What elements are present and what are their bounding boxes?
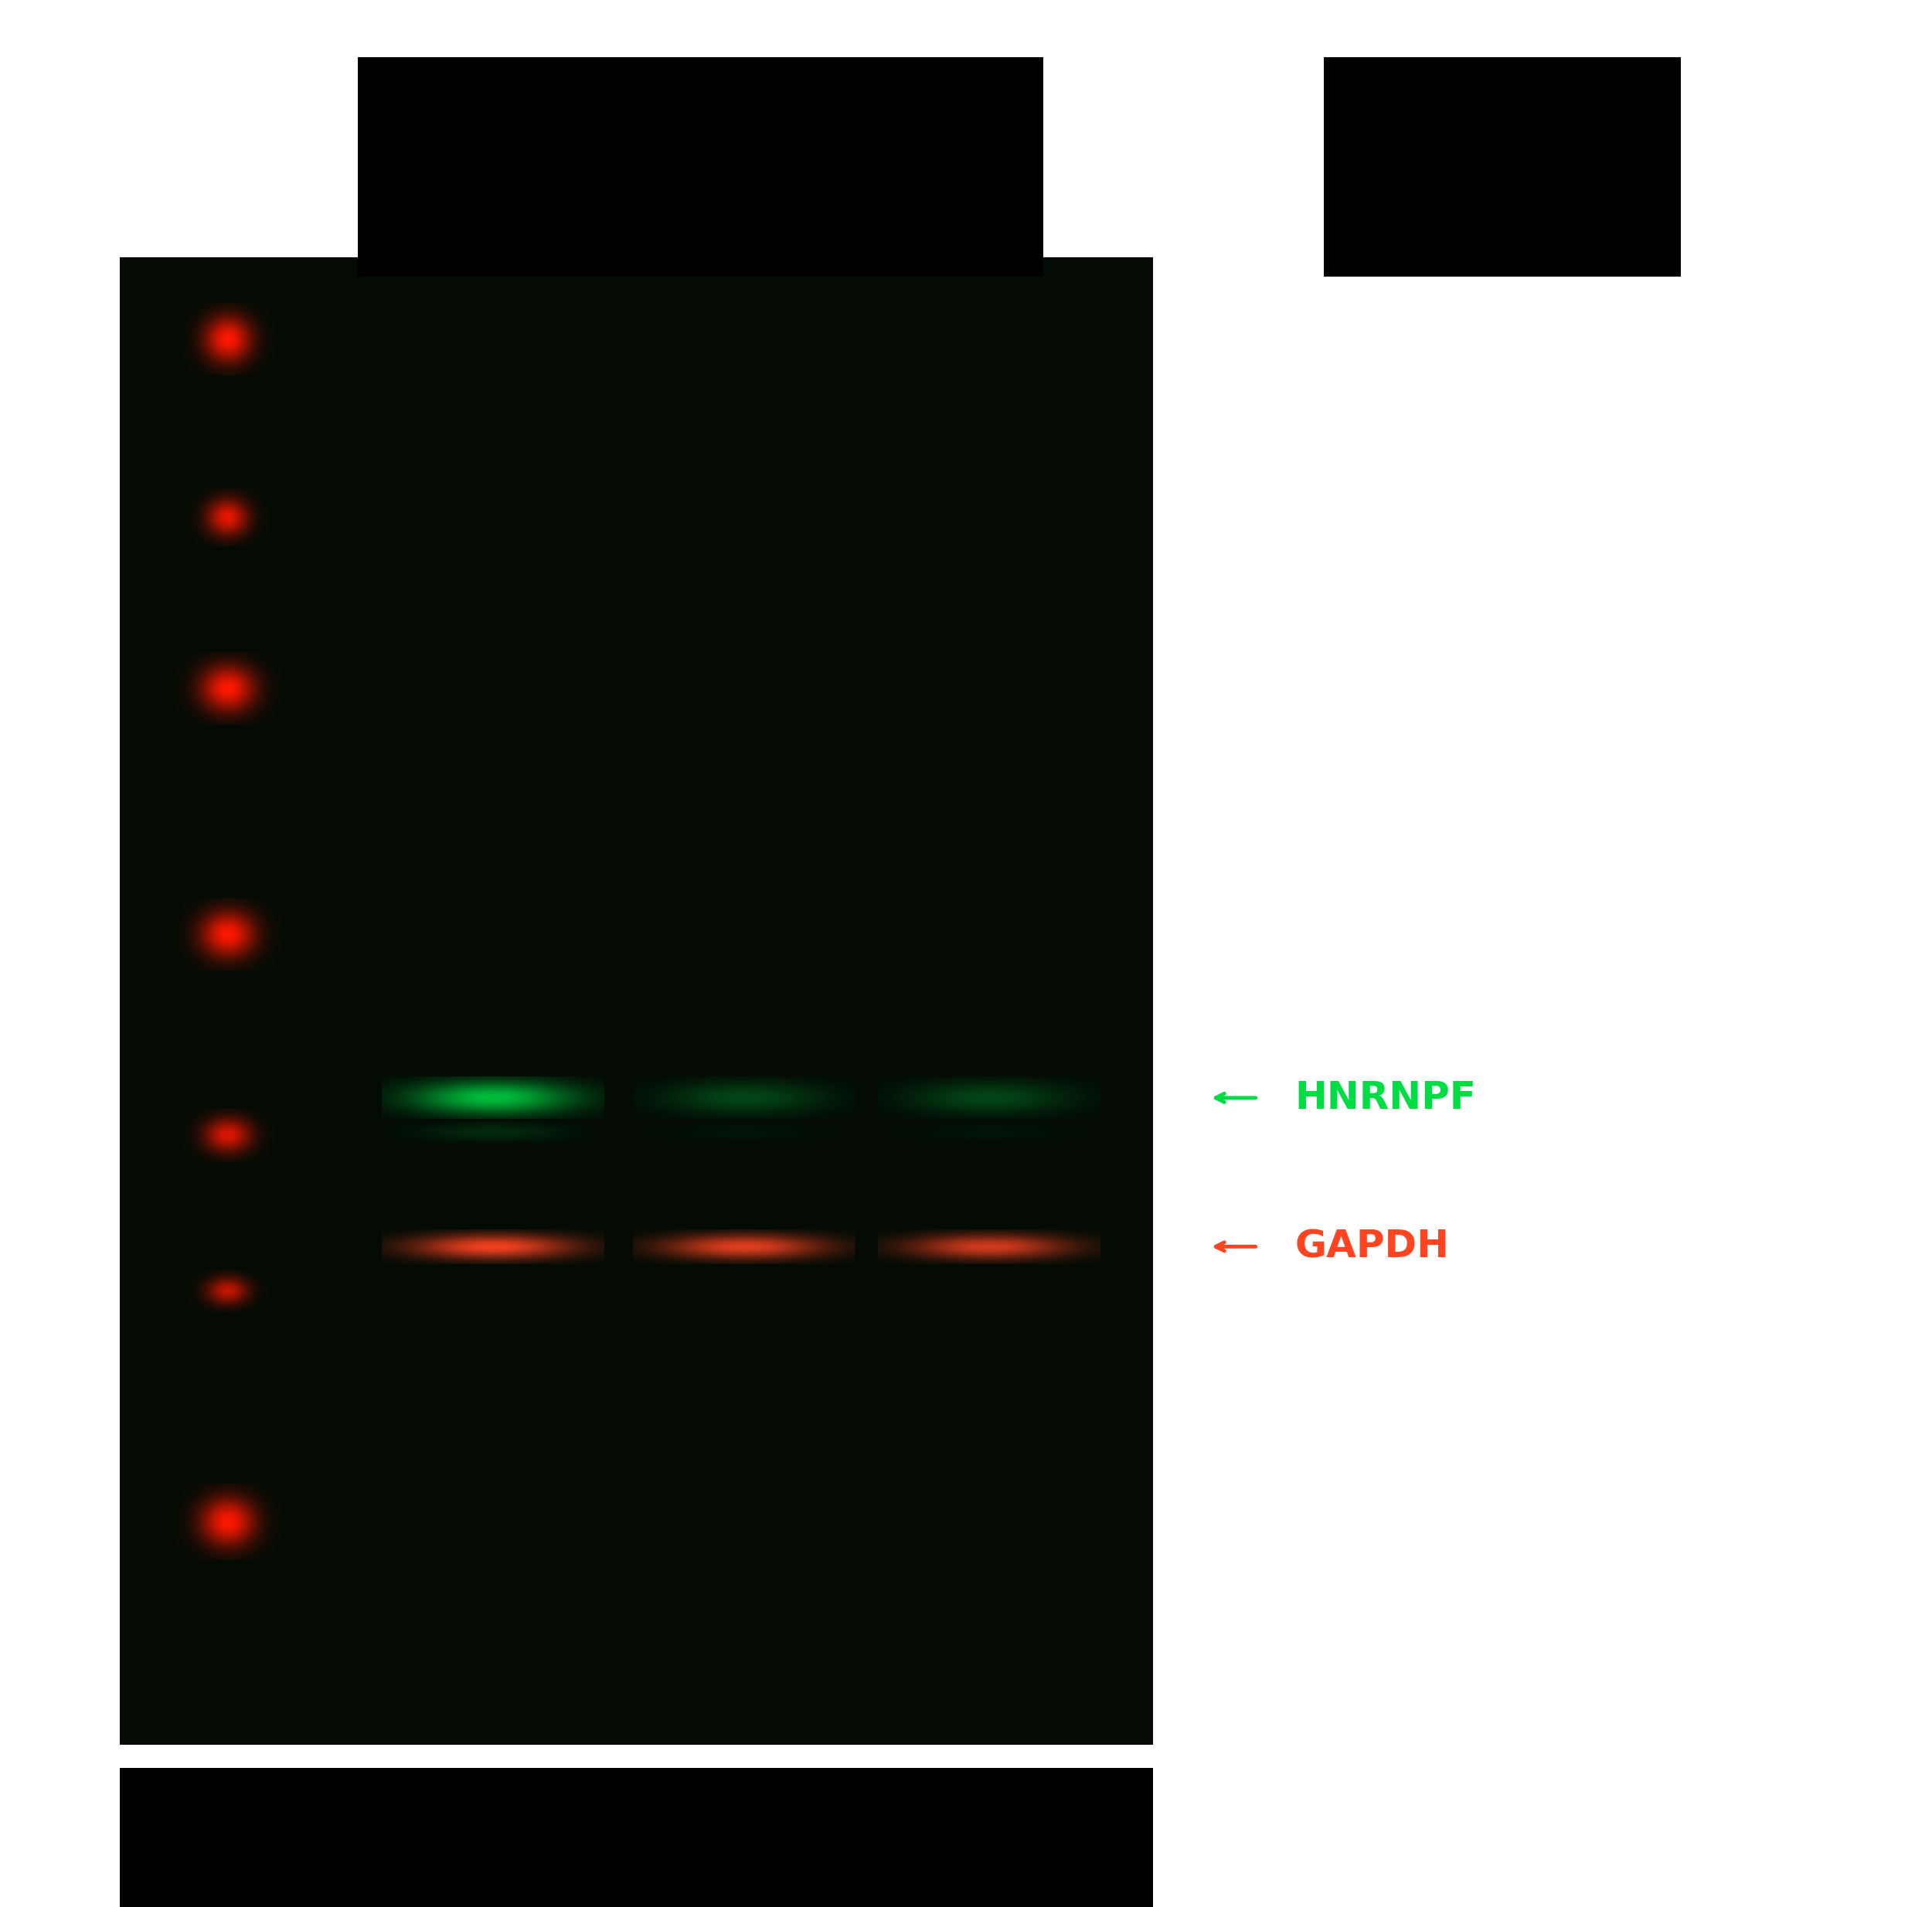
Bar (120, 1768, 1153, 1907)
Text: HNRNPF: HNRNPF (1294, 1079, 1476, 1116)
Bar (357, 57, 1043, 277)
Bar (120, 257, 1153, 1745)
Text: GAPDH: GAPDH (1294, 1228, 1449, 1264)
Bar (1323, 57, 1681, 277)
Bar (120, 1831, 294, 1907)
